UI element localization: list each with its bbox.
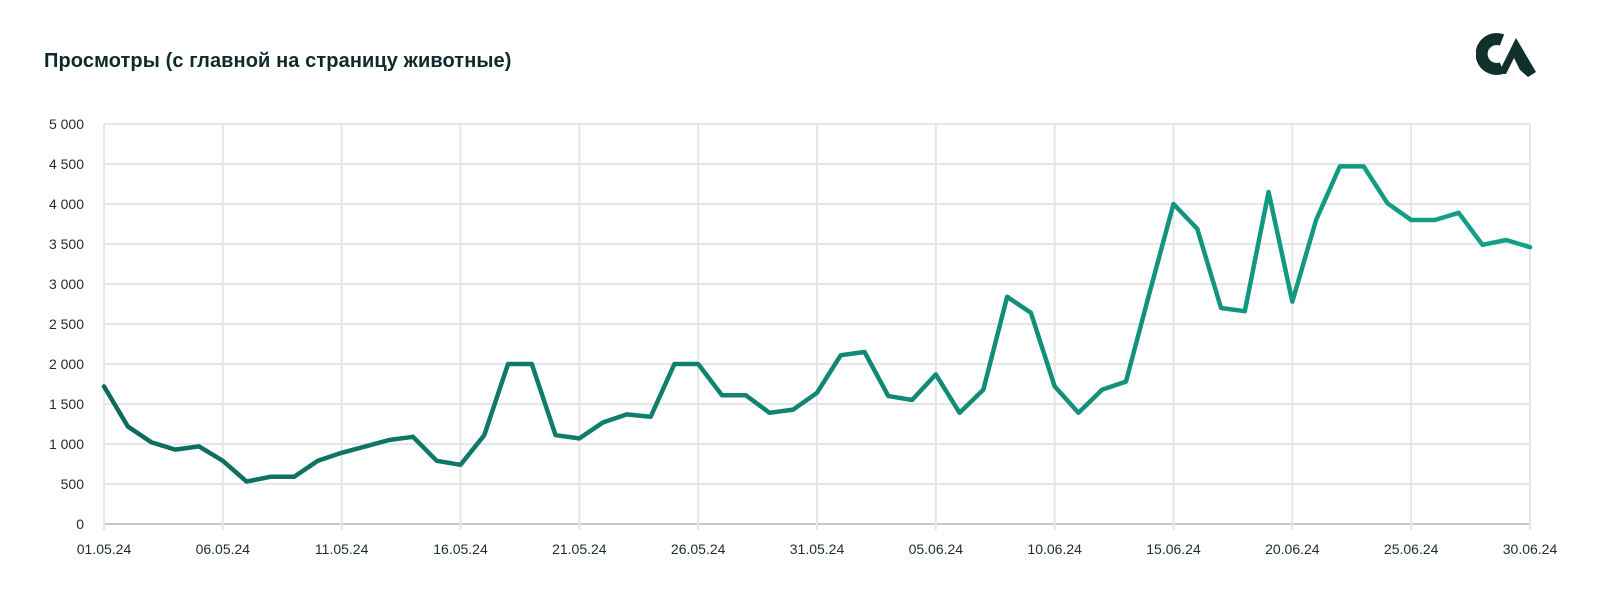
y-tick-label: 1 000 bbox=[49, 436, 84, 452]
brand-logo bbox=[1476, 33, 1536, 77]
x-axis-tick-labels: 01.05.24 06.05.24 11.05.24 16.05.24 21.05.24… bbox=[77, 541, 1558, 557]
y-tick-label: 3 000 bbox=[49, 276, 84, 292]
x-tick-label: 20.06.24 bbox=[1265, 541, 1320, 557]
y-tick-label: 4 000 bbox=[49, 196, 84, 212]
x-tick-label: 15.06.24 bbox=[1146, 541, 1201, 557]
y-tick-label: 5 000 bbox=[49, 116, 84, 132]
x-tick-label: 11.05.24 bbox=[315, 541, 369, 557]
logo-c-shape bbox=[1476, 33, 1505, 75]
y-tick-label: 500 bbox=[61, 476, 85, 492]
x-tick-label: 16.05.24 bbox=[433, 541, 488, 557]
x-tick-label: 05.06.24 bbox=[909, 541, 964, 557]
y-tick-label: 4 500 bbox=[49, 156, 84, 172]
series-line bbox=[101, 164, 1533, 484]
y-tick-label: 2 000 bbox=[49, 356, 84, 372]
x-tick-label: 06.05.24 bbox=[196, 541, 251, 557]
chart-title: Просмотры (с главной на страницу животны… bbox=[44, 50, 512, 72]
x-tick-label: 25.06.24 bbox=[1384, 541, 1439, 557]
y-axis-tick-labels: 0 500 1 000 1 500 2 000 2 500 3 000 3 500 4 000 4… bbox=[49, 116, 84, 532]
x-tick-label: 21.05.24 bbox=[552, 541, 607, 557]
x-tick-label: 30.06.24 bbox=[1503, 541, 1558, 557]
y-tick-label: 0 bbox=[76, 516, 84, 532]
y-tick-label: 1 500 bbox=[49, 396, 84, 412]
y-tick-label: 2 500 bbox=[49, 316, 84, 332]
y-tick-label: 3 500 bbox=[49, 236, 84, 252]
x-tick-label: 01.05.24 bbox=[77, 541, 132, 557]
x-tick-label: 31.05.24 bbox=[790, 541, 845, 557]
logo-a-shape bbox=[1498, 38, 1536, 77]
x-tick-label: 26.05.24 bbox=[671, 541, 726, 557]
grid-lines bbox=[103, 123, 1531, 530]
x-tick-label: 10.06.24 bbox=[1027, 541, 1082, 557]
